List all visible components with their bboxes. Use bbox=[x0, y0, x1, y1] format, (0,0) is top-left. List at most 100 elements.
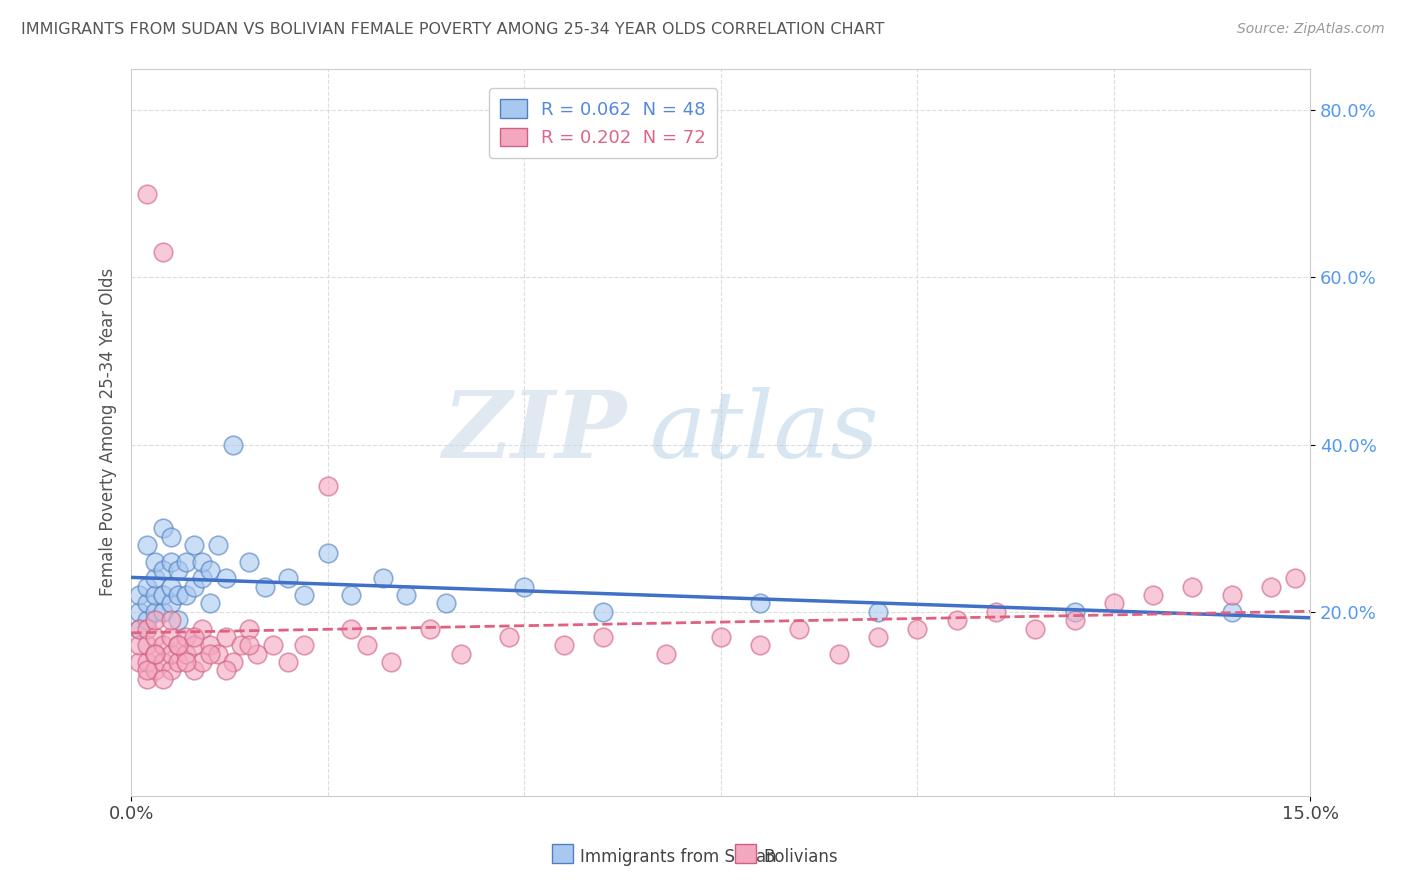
Point bbox=[828, 647, 851, 661]
Point bbox=[128, 655, 150, 669]
Y-axis label: Female Poverty Among 25-34 Year Olds: Female Poverty Among 25-34 Year Olds bbox=[100, 268, 117, 596]
Legend: R = 0.062  N = 48, R = 0.202  N = 72: R = 0.062 N = 48, R = 0.202 N = 72 bbox=[489, 88, 717, 158]
Point bbox=[905, 622, 928, 636]
Point bbox=[167, 638, 190, 652]
Point bbox=[143, 588, 166, 602]
Point bbox=[207, 538, 229, 552]
Point bbox=[1142, 588, 1164, 602]
Point bbox=[128, 605, 150, 619]
Point bbox=[159, 613, 181, 627]
Point bbox=[174, 555, 197, 569]
Point bbox=[371, 571, 394, 585]
Point bbox=[136, 672, 159, 686]
Point bbox=[1181, 580, 1204, 594]
Point bbox=[183, 664, 205, 678]
Point bbox=[246, 647, 269, 661]
Point bbox=[152, 638, 174, 652]
Point bbox=[238, 555, 260, 569]
Point bbox=[198, 597, 221, 611]
Point bbox=[167, 563, 190, 577]
Point bbox=[152, 563, 174, 577]
Point bbox=[198, 563, 221, 577]
Point bbox=[866, 605, 889, 619]
Point bbox=[789, 622, 811, 636]
Point bbox=[183, 538, 205, 552]
Point bbox=[231, 638, 253, 652]
Text: Immigrants from Sudan: Immigrants from Sudan bbox=[581, 847, 778, 865]
Point bbox=[292, 638, 315, 652]
Point bbox=[143, 605, 166, 619]
Point bbox=[159, 630, 181, 644]
Point bbox=[167, 613, 190, 627]
Point bbox=[198, 647, 221, 661]
Point bbox=[128, 588, 150, 602]
Point bbox=[191, 622, 214, 636]
Point bbox=[450, 647, 472, 661]
Point bbox=[214, 571, 236, 585]
Point bbox=[945, 613, 967, 627]
Point bbox=[152, 521, 174, 535]
Point bbox=[136, 538, 159, 552]
Point bbox=[136, 638, 159, 652]
Text: IMMIGRANTS FROM SUDAN VS BOLIVIAN FEMALE POVERTY AMONG 25-34 YEAR OLDS CORRELATI: IMMIGRANTS FROM SUDAN VS BOLIVIAN FEMALE… bbox=[21, 22, 884, 37]
Point bbox=[222, 655, 245, 669]
Point bbox=[143, 647, 166, 661]
Point bbox=[1063, 613, 1085, 627]
Point bbox=[159, 580, 181, 594]
Point bbox=[984, 605, 1007, 619]
Point bbox=[143, 664, 166, 678]
Point bbox=[395, 588, 418, 602]
Point bbox=[222, 438, 245, 452]
Point bbox=[167, 655, 190, 669]
Point bbox=[174, 647, 197, 661]
Point bbox=[1024, 622, 1046, 636]
Point bbox=[152, 672, 174, 686]
Point bbox=[191, 571, 214, 585]
Point bbox=[136, 580, 159, 594]
Point bbox=[143, 571, 166, 585]
Point bbox=[136, 597, 159, 611]
Point bbox=[191, 655, 214, 669]
Point bbox=[174, 588, 197, 602]
Point bbox=[128, 622, 150, 636]
Point bbox=[159, 597, 181, 611]
Point bbox=[238, 638, 260, 652]
Point bbox=[136, 186, 159, 201]
Point bbox=[191, 555, 214, 569]
Point bbox=[174, 655, 197, 669]
Text: Source: ZipAtlas.com: Source: ZipAtlas.com bbox=[1237, 22, 1385, 37]
Point bbox=[380, 655, 402, 669]
Point bbox=[128, 638, 150, 652]
Point bbox=[553, 638, 575, 652]
Point bbox=[214, 664, 236, 678]
Point bbox=[340, 622, 363, 636]
Point bbox=[434, 597, 457, 611]
Point bbox=[253, 580, 276, 594]
Point bbox=[159, 555, 181, 569]
Point bbox=[419, 622, 441, 636]
Text: Bolivians: Bolivians bbox=[763, 847, 838, 865]
Point bbox=[128, 622, 150, 636]
Point bbox=[238, 622, 260, 636]
Point bbox=[277, 571, 299, 585]
Point bbox=[655, 647, 678, 661]
Point bbox=[749, 597, 772, 611]
Point bbox=[1284, 571, 1306, 585]
Point bbox=[262, 638, 284, 652]
Point bbox=[207, 647, 229, 661]
Point bbox=[498, 630, 520, 644]
Point bbox=[356, 638, 378, 652]
Point bbox=[866, 630, 889, 644]
Point bbox=[592, 605, 614, 619]
Point bbox=[143, 613, 166, 627]
Point bbox=[159, 647, 181, 661]
Point bbox=[167, 588, 190, 602]
Point bbox=[152, 588, 174, 602]
Point bbox=[183, 638, 205, 652]
Point bbox=[1102, 597, 1125, 611]
Point bbox=[198, 638, 221, 652]
Point bbox=[167, 638, 190, 652]
Point bbox=[136, 613, 159, 627]
Point bbox=[152, 605, 174, 619]
Point bbox=[159, 664, 181, 678]
